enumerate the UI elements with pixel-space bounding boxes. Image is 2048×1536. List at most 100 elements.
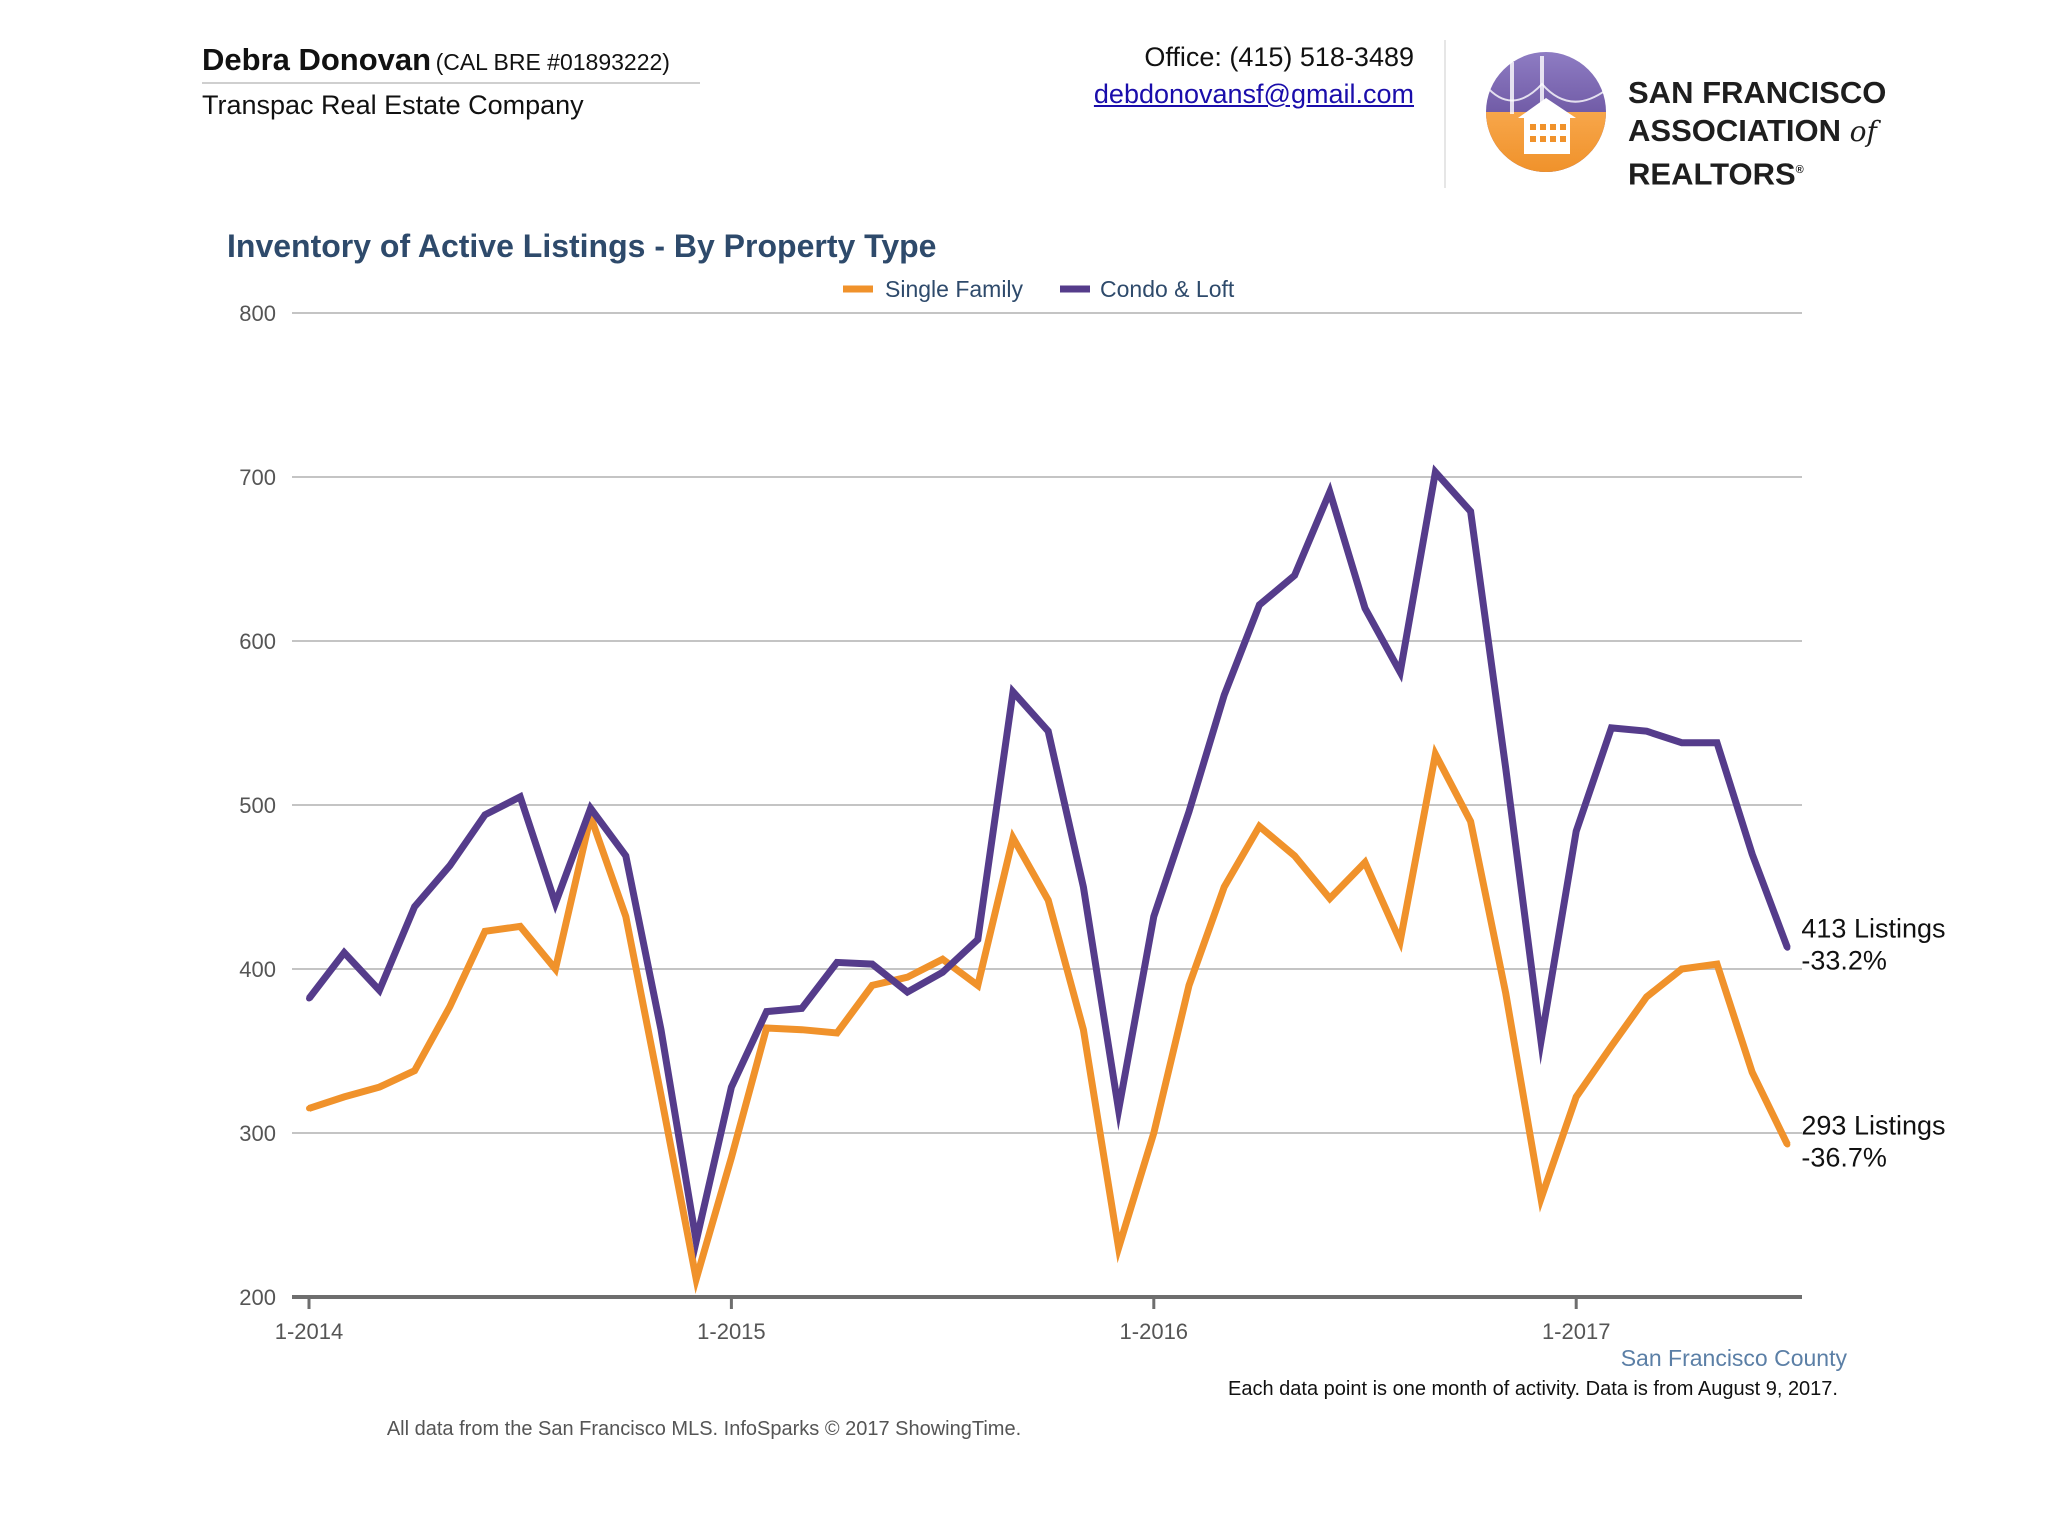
y-tick-label: 300 <box>239 1121 276 1146</box>
email-link[interactable]: debdonovansf@gmail.com <box>1093 79 1414 109</box>
data-point <box>376 1084 383 1091</box>
end-label-change: -36.7% <box>1801 1142 1887 1172</box>
chart-title: Inventory of Active Listings - By Proper… <box>227 228 937 264</box>
data-point <box>763 1008 770 1015</box>
data-point <box>1643 728 1650 735</box>
data-point <box>1045 728 1052 735</box>
logo-text: San Francisco Association of Realtors® <box>1628 74 2020 193</box>
logo-association: Association <box>1628 113 1841 148</box>
data-point <box>1502 765 1509 772</box>
data-point <box>552 966 559 972</box>
data-point <box>798 1005 805 1012</box>
logo-registered-mark: ® <box>1795 164 1804 176</box>
data-point <box>1714 961 1720 968</box>
sfar-logo-icon <box>1485 52 1607 172</box>
data-point <box>869 982 876 989</box>
data-point <box>1784 944 1791 951</box>
data-point <box>1538 1195 1544 1202</box>
data-point <box>658 1092 664 1099</box>
data-point <box>1150 1130 1157 1136</box>
y-tick-label: 500 <box>239 793 276 818</box>
data-point <box>904 989 911 995</box>
data-point <box>1432 751 1439 758</box>
data-point <box>1678 966 1685 972</box>
end-label-count: 293 Listings <box>1801 1110 1945 1140</box>
office-phone: Office: (415) 518-3489 <box>1144 42 1414 72</box>
data-point <box>446 1003 453 1010</box>
data-point <box>1221 884 1228 890</box>
data-point <box>446 862 453 869</box>
data-point <box>1291 852 1298 859</box>
data-point <box>974 982 981 989</box>
data-point <box>1362 605 1368 612</box>
logo-line-1: San Francisco <box>1628 75 1887 110</box>
series-layer <box>306 464 1791 1294</box>
data-point <box>728 1084 735 1091</box>
data-point <box>1749 1069 1756 1076</box>
data-point <box>1186 982 1192 989</box>
data-point <box>1150 913 1157 920</box>
data-point <box>1643 993 1650 1000</box>
legend-label: Condo & Loft <box>1100 276 1235 302</box>
data-point <box>1749 851 1756 858</box>
data-point <box>974 936 981 943</box>
data-point <box>552 900 559 907</box>
data-point <box>1326 488 1333 495</box>
y-tick-label: 600 <box>239 629 276 654</box>
data-point <box>658 1026 664 1033</box>
y-tick-label: 400 <box>239 957 276 982</box>
y-tick-label: 700 <box>239 465 276 490</box>
agent-name: Debra Donovan <box>202 42 432 77</box>
label-layer: 293 Listings-36.7% 413 Listings-33.2% San … <box>1621 914 1946 1371</box>
data-point <box>1080 1026 1087 1033</box>
data-point <box>1397 938 1404 945</box>
end-label-count: 413 Listings <box>1801 914 1945 944</box>
data-point <box>1010 834 1016 841</box>
x-tick-label: 1-2015 <box>697 1319 766 1344</box>
y-tick-label: 200 <box>239 1285 276 1310</box>
data-point <box>622 913 629 920</box>
data-point <box>1502 990 1509 997</box>
data-point <box>587 805 594 812</box>
data-point <box>1538 1038 1544 1045</box>
data-point <box>1010 688 1016 695</box>
data-point <box>1608 1043 1615 1050</box>
data-point <box>1256 823 1263 830</box>
logo-of: of <box>1849 115 1877 148</box>
axis-layer: 200 300 400 500 600 700 800 1-2014 1-2015 1-2016 1… <box>239 301 1802 1344</box>
data-point <box>1221 692 1228 699</box>
data-point <box>411 1067 418 1074</box>
company-name: Transpac Real Estate Company <box>202 90 584 120</box>
data-point <box>376 987 383 994</box>
data-point <box>869 961 876 968</box>
data-point <box>798 1026 805 1033</box>
data-point <box>1115 1244 1122 1251</box>
data-point <box>1467 818 1474 825</box>
x-tick-label: 1-2016 <box>1120 1319 1189 1344</box>
logo-line-2: Association of Realtors® <box>1628 112 2020 193</box>
agent-block: Debra Donovan (CAL BRE #01893222) Transp… <box>202 42 700 121</box>
data-point <box>1678 739 1685 746</box>
data-point <box>482 928 488 935</box>
data-point <box>693 1276 700 1282</box>
x-tick-label: 1-2014 <box>275 1319 344 1344</box>
data-point <box>411 903 418 910</box>
sfar-logo: San Francisco Association of Realtors® <box>1480 46 2020 191</box>
data-point <box>306 995 312 1002</box>
data-point <box>1186 808 1192 815</box>
data-point <box>1080 884 1087 890</box>
legend-label: Single Family <box>885 276 1024 302</box>
data-point <box>1467 508 1474 515</box>
data-point <box>763 1025 770 1031</box>
data-point <box>341 949 348 956</box>
contact-block: Office: (415) 518-3489 debdonovansf@gmai… <box>1094 42 1414 110</box>
data-point <box>1362 859 1368 866</box>
data-point <box>904 974 911 981</box>
data-point <box>1714 739 1720 746</box>
y-tick-label: 800 <box>239 301 276 326</box>
agent-license: (CAL BRE #01893222) <box>435 49 670 75</box>
data-point <box>1608 724 1615 731</box>
data-note: Each data point is one month of activity… <box>1228 1378 1838 1400</box>
source-note: All data from the San Francisco MLS. Inf… <box>386 1418 1022 1440</box>
